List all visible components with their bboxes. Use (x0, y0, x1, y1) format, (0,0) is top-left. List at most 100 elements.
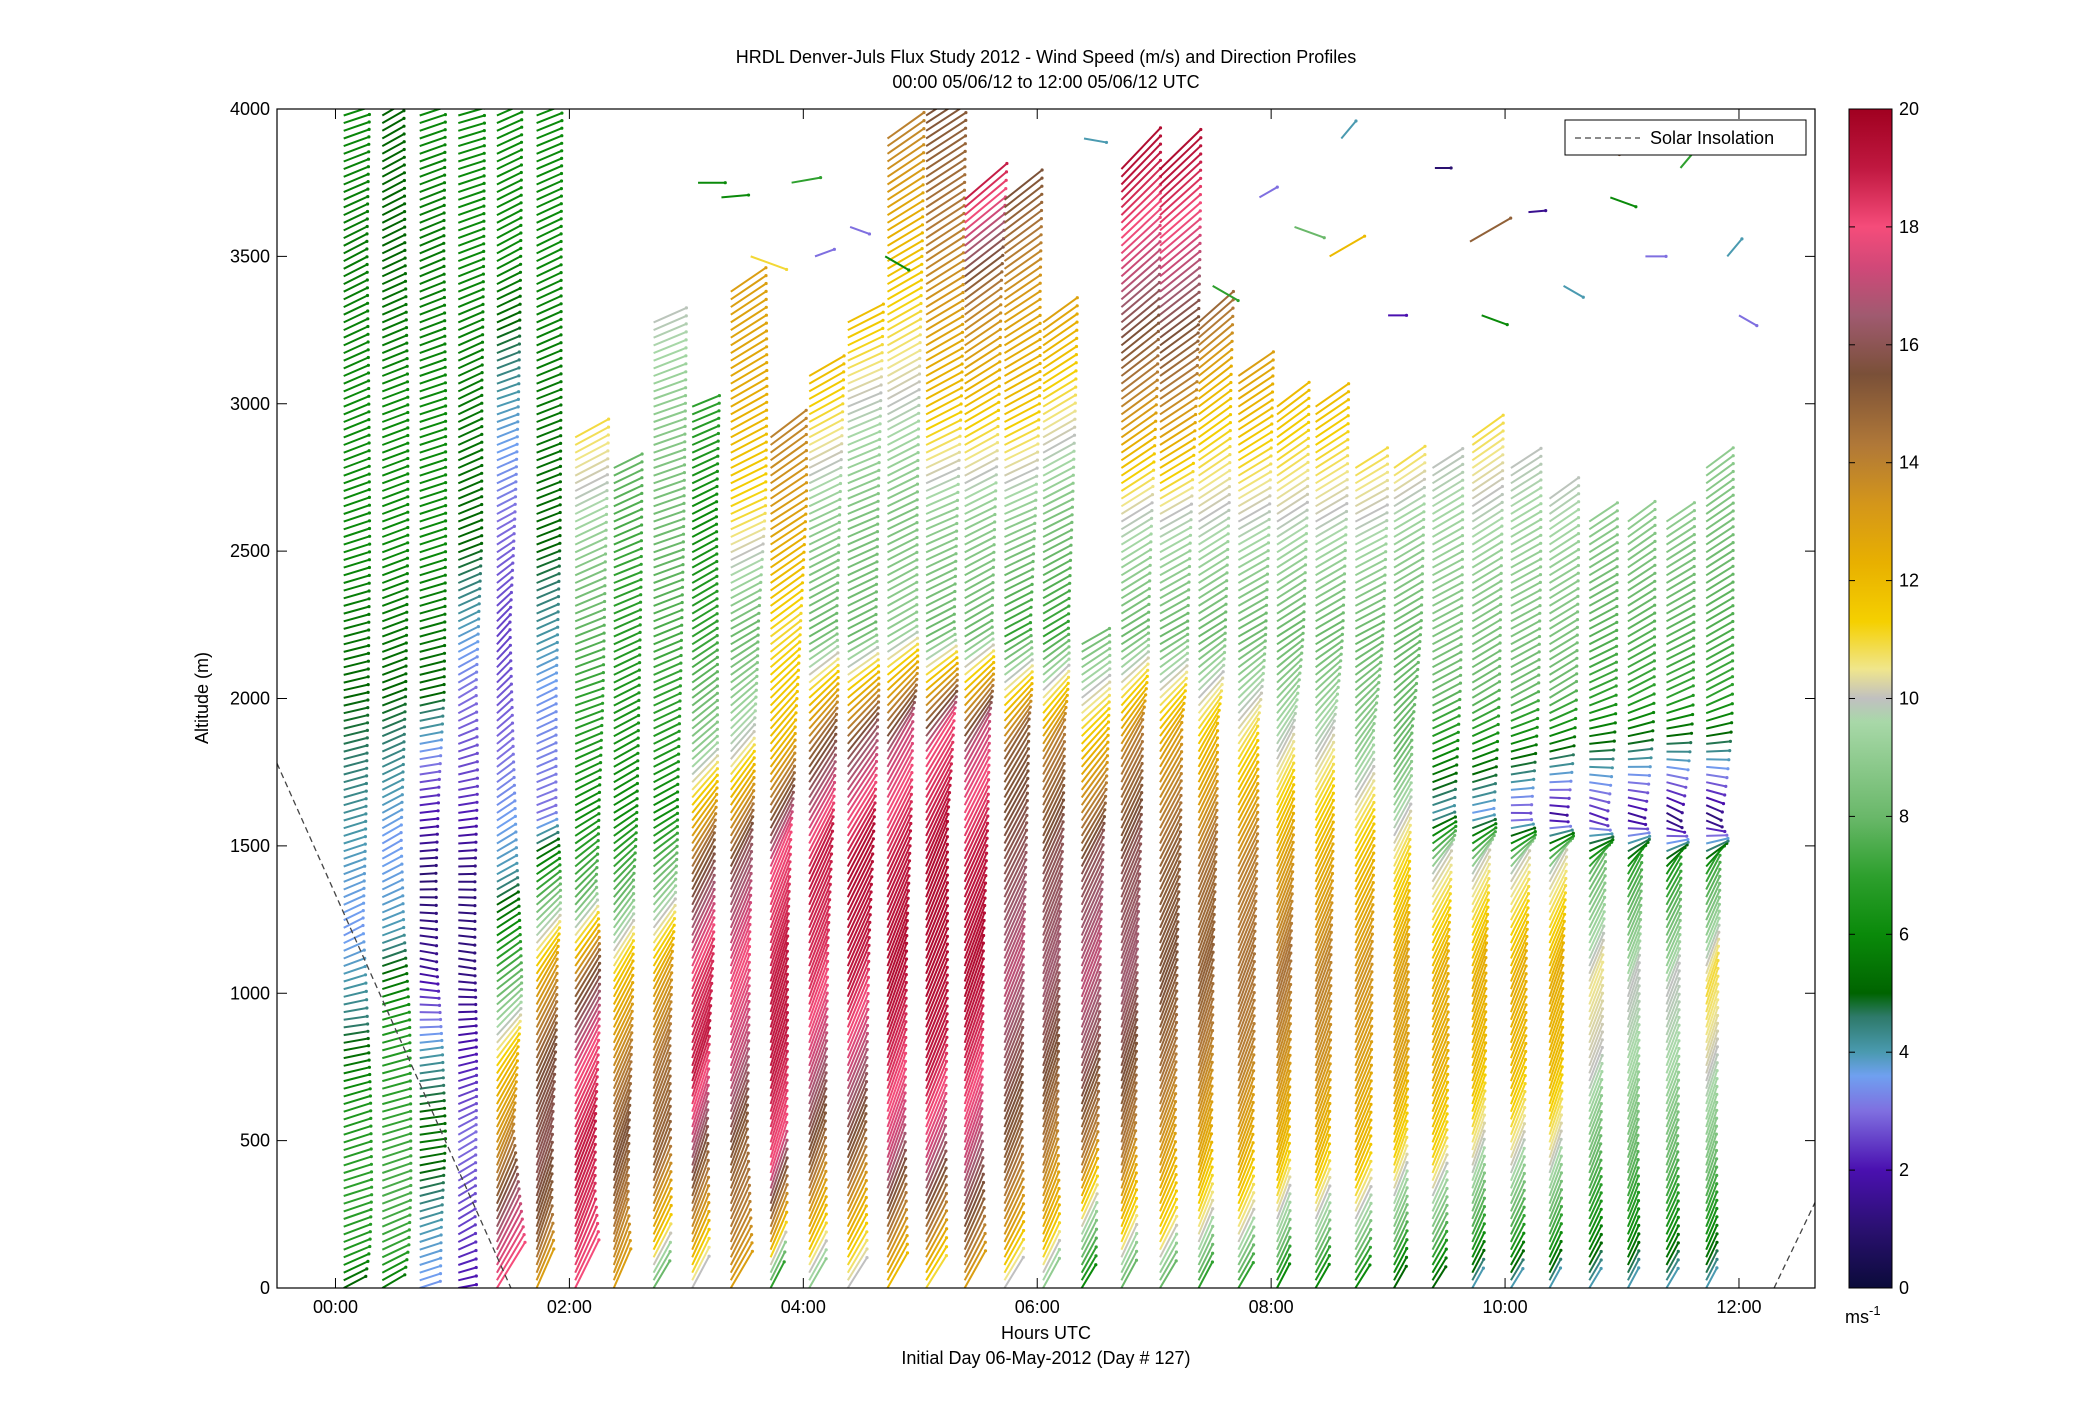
wind-vector (847, 484, 879, 500)
wind-vector (419, 159, 446, 171)
wind-vector (964, 644, 994, 669)
wind-vector-tip (793, 745, 797, 749)
wind-vector-tip (673, 903, 677, 908)
wind-vector-tip (1057, 1230, 1062, 1234)
wind-vector-tip (987, 756, 991, 760)
wind-vector-tip (442, 280, 446, 284)
wind-vector (496, 1195, 521, 1243)
wind-vector-tip (944, 1091, 948, 1096)
wind-vector-tip (482, 159, 486, 163)
wind-vector (730, 322, 767, 347)
wind-vector (730, 377, 768, 400)
wind-vector-tip (824, 1103, 828, 1107)
wind-vector-tip (403, 279, 408, 283)
wind-vector-tip (475, 792, 479, 796)
wind-vector-tip (804, 449, 809, 453)
wind-vector (769, 669, 800, 699)
wind-vector-tip (1039, 249, 1043, 253)
wind-vector-tip (407, 1243, 411, 1247)
wind-vector-tip (405, 610, 409, 614)
wind-vector-tip (756, 626, 760, 630)
wind-vector (691, 523, 717, 538)
wind-vector-tip (981, 949, 985, 953)
wind-vector-tip (635, 804, 639, 808)
wind-vector-tip (824, 1239, 828, 1243)
wind-vector-tip (681, 540, 686, 544)
wind-vector-tip (712, 859, 716, 863)
wind-vector (691, 853, 716, 898)
wind-vector-tip (981, 1020, 985, 1024)
wind-vector (925, 1133, 947, 1182)
wind-vector-tip (1022, 932, 1026, 936)
wind-vector-tip (1021, 1177, 1025, 1181)
wind-vector (496, 714, 513, 730)
wind-vector-tip (556, 602, 560, 606)
wind-vector-tip (1023, 873, 1027, 877)
wind-vector (653, 517, 685, 531)
wind-vector-tip (597, 996, 602, 1000)
wind-vector (925, 651, 958, 676)
wind-vector (691, 1012, 712, 1067)
wind-vector-tip (682, 517, 686, 521)
wind-vector (496, 745, 514, 760)
wind-vector (808, 775, 836, 821)
wind-vector (653, 669, 682, 684)
wind-vector (612, 919, 635, 952)
wind-vector-tip (515, 869, 519, 873)
wind-vector (496, 988, 523, 1013)
wind-vector (381, 187, 405, 201)
wind-vector (808, 838, 834, 890)
wind-vector (925, 1125, 947, 1174)
wind-vector-tip (637, 698, 641, 703)
wind-vector (769, 973, 789, 1028)
wind-vector-tip (559, 341, 563, 345)
wind-vector (847, 399, 882, 416)
wind-vector-tip (921, 175, 925, 179)
wind-vector (730, 668, 758, 691)
wind-vector (963, 1052, 984, 1105)
wind-vector-tip (635, 797, 639, 801)
wind-vector (652, 1106, 672, 1151)
wind-vector-tip (787, 904, 791, 908)
wind-vector-tip (435, 952, 439, 956)
wind-vector-tip (997, 384, 1001, 388)
wind-vector (496, 691, 513, 707)
wind-vector-tip (747, 1007, 751, 1012)
wind-vector-tip (399, 831, 403, 835)
wind-vector (496, 111, 523, 125)
wind-vector-tip (636, 759, 640, 763)
wind-vector (381, 634, 407, 646)
wind-vector-tip (554, 796, 558, 800)
wind-vector (925, 997, 949, 1051)
wind-vector (653, 601, 683, 615)
wind-vector (536, 248, 562, 262)
wind-vector (1004, 451, 1039, 469)
wind-vector-tip (791, 803, 795, 807)
wind-vector-tip (475, 751, 479, 756)
wind-vector-tip (958, 442, 962, 446)
wind-vector-tip (628, 1089, 632, 1093)
wind-vector (458, 809, 477, 814)
wind-vector-tip (1028, 711, 1032, 715)
wind-vector-tip (368, 534, 372, 538)
wind-vector (846, 1197, 868, 1235)
wind-vector (496, 1033, 521, 1067)
wind-vector-tip (366, 1259, 370, 1263)
wind-vector (381, 618, 408, 630)
wind-vector-tip (911, 712, 915, 717)
wind-vector (535, 1066, 556, 1113)
wind-vector-tip (760, 557, 764, 562)
wind-vector-tip (439, 1031, 443, 1036)
wind-vector-tip (440, 1038, 444, 1043)
wind-vector-tip (715, 767, 720, 771)
wind-vector-tip (550, 1212, 555, 1217)
wind-vector-tip (596, 1230, 600, 1234)
wind-vector (574, 1120, 597, 1174)
wind-vector (535, 1189, 553, 1235)
wind-vector-tip (668, 1074, 672, 1078)
wind-vector (730, 696, 757, 722)
wind-vector-tip (640, 507, 644, 511)
wind-vector-tip (634, 824, 639, 828)
wind-vector-tip (865, 1072, 869, 1076)
wind-vector-tip (632, 871, 636, 875)
